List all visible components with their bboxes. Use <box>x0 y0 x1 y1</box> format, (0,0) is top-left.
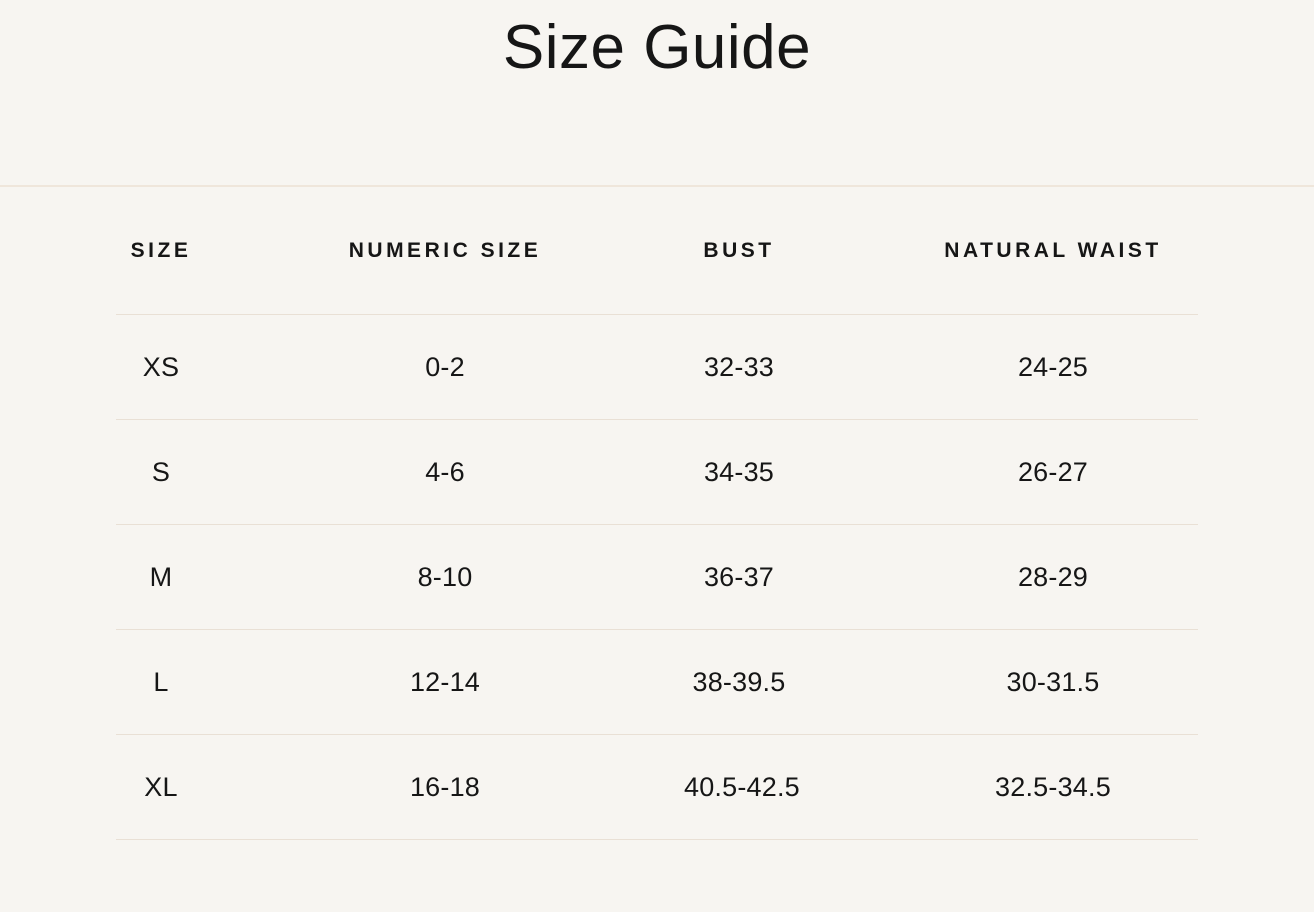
table-row: S 4-6 34-35 26-27 <box>116 420 1198 525</box>
cell-numeric-size: 8-10 <box>417 561 473 592</box>
cell-bust: 36-37 <box>703 561 775 592</box>
cell-size: XL <box>144 771 178 802</box>
table-row: L 12-14 38-39.5 30-31.5 <box>116 630 1198 735</box>
cell-bust: 34-35 <box>703 456 775 487</box>
column-header-natural-waist: NATURAL WAIST <box>944 238 1162 262</box>
cell-numeric-size: 12-14 <box>409 666 481 697</box>
column-header-size: SIZE <box>130 238 192 262</box>
cell-natural-waist: 32.5-34.5 <box>995 771 1111 802</box>
cell-numeric-size: 16-18 <box>409 771 481 802</box>
cell-size: L <box>153 666 169 697</box>
table-row: XS 0-2 32-33 24-25 <box>116 315 1198 420</box>
cell-size: M <box>149 561 173 592</box>
cell-bust: 32-33 <box>703 351 775 382</box>
cell-size: S <box>151 456 171 487</box>
cell-size: XS <box>142 351 180 382</box>
size-guide-header: Size Guide <box>0 0 1314 187</box>
cell-bust: 40.5-42.5 <box>684 771 800 802</box>
page-title: Size Guide <box>502 13 812 82</box>
cell-numeric-size: 0-2 <box>425 351 465 382</box>
cell-natural-waist: 30-31.5 <box>1006 666 1100 697</box>
table-row: XL 16-18 40.5-42.5 32.5-34.5 <box>116 735 1198 840</box>
column-header-bust: BUST <box>703 238 775 262</box>
cell-natural-waist: 24-25 <box>1017 351 1089 382</box>
cell-natural-waist: 26-27 <box>1017 456 1089 487</box>
size-guide-table: SIZE NUMERIC SIZE BUST NATURAL WAIST XS … <box>116 187 1198 840</box>
column-header-numeric-size: NUMERIC SIZE <box>348 238 542 262</box>
cell-bust: 38-39.5 <box>692 666 786 697</box>
table-header-row: SIZE NUMERIC SIZE BUST NATURAL WAIST <box>116 187 1198 315</box>
cell-natural-waist: 28-29 <box>1017 561 1089 592</box>
table-row: M 8-10 36-37 28-29 <box>116 525 1198 630</box>
cell-numeric-size: 4-6 <box>425 456 465 487</box>
